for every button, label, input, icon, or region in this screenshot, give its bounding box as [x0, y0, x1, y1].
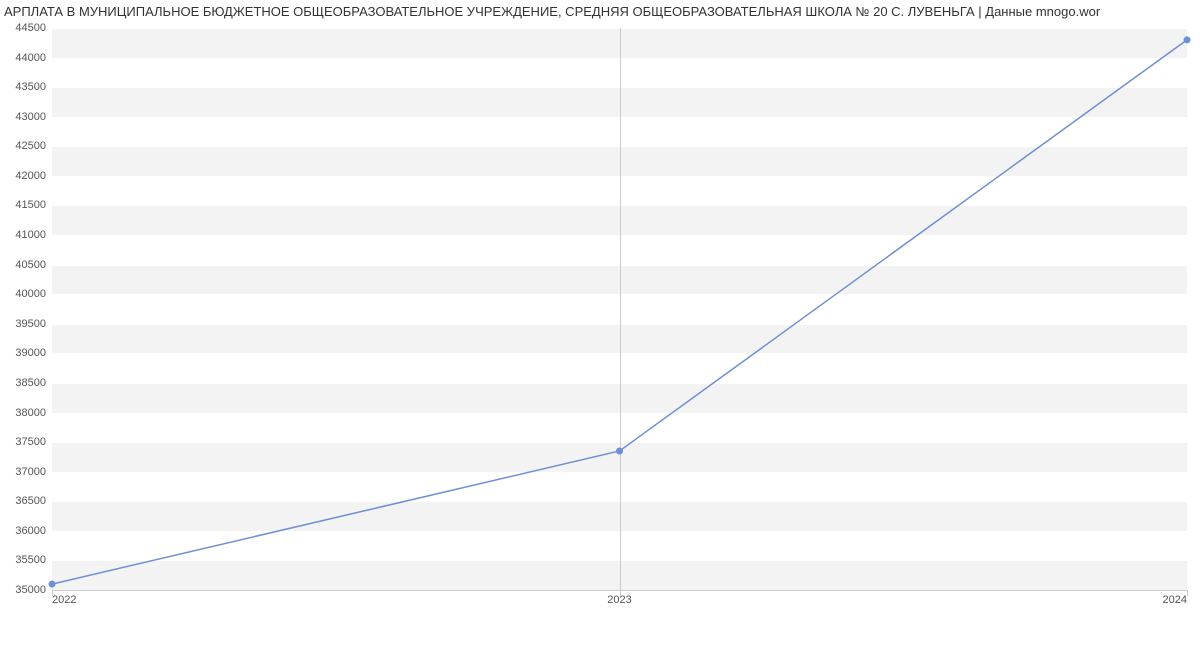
y-tick-label: 40500 [15, 259, 46, 271]
y-tick-label: 42000 [15, 170, 46, 182]
x-tick-label: 2023 [607, 594, 631, 606]
y-tick-label: 37000 [15, 466, 46, 478]
y-tick-label: 40000 [15, 288, 46, 300]
y-tick-label: 36500 [15, 495, 46, 507]
y-tick-label: 43500 [15, 81, 46, 93]
x-axis-line [52, 590, 1187, 591]
y-tick-label: 38500 [15, 377, 46, 389]
x-tick-mark [1187, 590, 1188, 596]
y-tick-label: 35000 [15, 584, 46, 596]
y-tick-label: 38000 [15, 407, 46, 419]
x-tick-label: 2022 [52, 594, 76, 606]
y-tick-label: 39000 [15, 347, 46, 359]
x-tick-label: 2024 [1163, 594, 1187, 606]
y-tick-label: 37500 [15, 436, 46, 448]
data-point [617, 448, 623, 454]
data-line [52, 40, 1187, 584]
y-tick-label: 36000 [15, 525, 46, 537]
data-point [49, 581, 55, 587]
chart-title: АРПЛАТА В МУНИЦИПАЛЬНОЕ БЮДЖЕТНОЕ ОБЩЕОБ… [0, 4, 1200, 19]
y-tick-label: 41500 [15, 199, 46, 211]
y-tick-label: 39500 [15, 318, 46, 330]
y-tick-label: 43000 [15, 111, 46, 123]
data-point [1184, 37, 1190, 43]
y-tick-label: 44000 [15, 52, 46, 64]
line-layer [52, 28, 1187, 590]
y-tick-label: 35500 [15, 554, 46, 566]
y-tick-label: 41000 [15, 229, 46, 241]
plot-area: 3500035500360003650037000375003800038500… [52, 28, 1187, 590]
y-tick-label: 44500 [15, 22, 46, 34]
y-tick-label: 42500 [15, 140, 46, 152]
